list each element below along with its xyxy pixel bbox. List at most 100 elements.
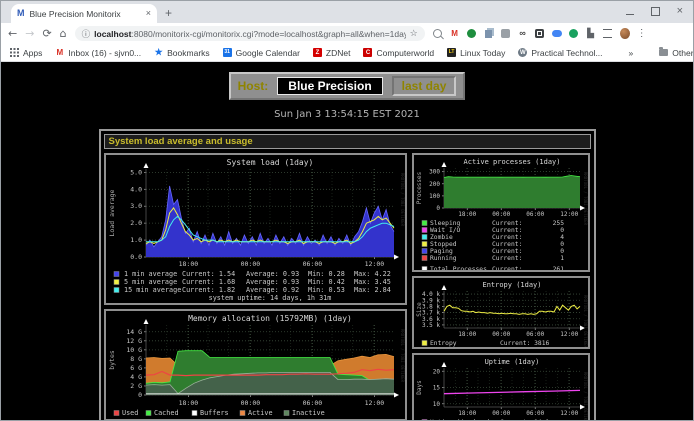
forward-icon[interactable]: → — [25, 27, 35, 40]
bookmark-item-apps[interactable]: Apps — [10, 48, 42, 58]
back-icon[interactable]: ← — [8, 27, 18, 40]
svg-text:0: 0 — [560, 248, 564, 255]
monitorix-page: Host: Blue Precision last day Sun Jan 3 … — [1, 62, 693, 421]
bookmark-item-practical-technology[interactable]: W Practical Technol... — [518, 48, 603, 58]
svg-text:Current:: Current: — [492, 227, 522, 234]
svg-text:255: 255 — [552, 220, 564, 227]
host-value: Blue Precision — [277, 77, 383, 95]
bookmark-item-computerworld[interactable]: C Computerworld — [363, 48, 434, 58]
bookmark-item-linux-today[interactable]: LT Linux Today — [447, 48, 505, 58]
svg-text:12:00: 12:00 — [364, 260, 384, 268]
svg-text:10 G: 10 G — [126, 346, 142, 354]
svg-text:261: 261 — [552, 266, 564, 270]
other-bookmarks-button[interactable]: Other bookmarks — [659, 47, 694, 58]
bookmark-item-zdnet[interactable]: Z ZDNet — [312, 48, 350, 58]
svg-text:Entropy: Entropy — [430, 340, 457, 347]
bookmark-item-inbox[interactable]: M Inbox (16) - sjvn0... — [55, 47, 142, 58]
glasses-extension-icon[interactable]: ∞ — [519, 28, 526, 38]
green-circle-extension-icon[interactable] — [569, 29, 579, 38]
site-info-icon[interactable]: ⓘ — [81, 28, 91, 39]
browser-menu-icon[interactable]: ⋮ — [636, 27, 647, 39]
svg-text:15: 15 — [432, 385, 440, 392]
svg-text:Max: 4.22: Max: 4.22 — [354, 270, 391, 278]
apps-grid-icon — [10, 48, 19, 57]
bookmark-item-google-calendar[interactable]: 31 Google Calendar — [222, 47, 300, 58]
capsule-extension-icon[interactable] — [551, 30, 562, 37]
svg-text:18:00: 18:00 — [458, 331, 476, 338]
svg-text:0: 0 — [436, 205, 440, 212]
svg-text:Current: 1.68: Current: 1.68 — [182, 278, 235, 286]
address-bar[interactable]: ⓘ localhost:8080/monitorix-cgi/monitorix… — [74, 26, 425, 41]
gmail-extension-icon[interactable]: M — [451, 28, 458, 38]
svg-text:Stopped: Stopped — [430, 241, 457, 248]
svg-text:06:00: 06:00 — [302, 260, 322, 268]
home-icon[interactable]: ⌂ — [59, 27, 67, 40]
svg-text:12 G: 12 G — [126, 337, 142, 345]
bookmark-label: Bookmarks — [167, 47, 210, 58]
svg-text:3.7 k: 3.7 k — [421, 310, 439, 317]
entropy-chart[interactable]: 3.5 k 3.6 k 3.7 k 3.8 k 3.9 k 4.0 k Entropy (1… — [411, 276, 590, 349]
browser-toolbar: ← → ⟳ ⌂ ⓘ localhost:8080/monitorix-cgi/m… — [1, 23, 693, 44]
tab-close-icon[interactable]: × — [145, 8, 151, 18]
browser-tab[interactable]: M Blue Precision Monitorix × — [11, 4, 157, 23]
search-extension-icon[interactable] — [433, 29, 443, 38]
svg-text:Min: 0.53: Min: 0.53 — [308, 286, 345, 294]
uptime-chart[interactable]: 10 15 20 Uptime (1day) Days 18:00 00:00 06:00 12… — [411, 353, 590, 421]
svg-text:0: 0 — [560, 241, 564, 248]
svg-text:RRDTOOL / TOBI OETIKER: RRDTOOL / TOBI OETIKER — [400, 173, 405, 227]
svg-text:RRDTOOL / TOBI OETIKER: RRDTOOL / TOBI OETIKER — [583, 372, 588, 421]
report-timestamp: Sun Jan 3 13:54:15 EST 2021 — [274, 109, 420, 120]
wordpress-icon: W — [518, 48, 528, 57]
svg-text:Size: Size — [416, 302, 423, 317]
new-tab-button[interactable]: + — [165, 6, 173, 20]
svg-text:Paging: Paging — [430, 248, 453, 255]
close-icon[interactable]: × — [676, 5, 683, 17]
reading-list-icon[interactable] — [603, 29, 613, 38]
svg-text:Average: 0.93: Average: 0.93 — [246, 278, 299, 286]
extensions-puzzle-icon[interactable]: ▙ — [587, 28, 595, 38]
dark-extension-icon[interactable] — [535, 29, 545, 38]
active-processes-chart[interactable]: 0 100 200 300 Active processes (1day) Process… — [411, 153, 590, 273]
svg-text:Current:: Current: — [492, 220, 522, 227]
svg-text:1: 1 — [560, 255, 564, 262]
svg-text:0: 0 — [138, 391, 142, 399]
bookmark-label: Inbox (16) - sjvn0... — [68, 47, 142, 58]
gray-extension-icon[interactable] — [501, 29, 511, 38]
bookmark-label: Google Calendar — [235, 47, 300, 58]
computerworld-icon: C — [363, 48, 373, 57]
bookmarks-overflow-icon[interactable]: » — [628, 47, 634, 58]
maximize-icon[interactable] — [650, 6, 660, 16]
svg-text:3.0: 3.0 — [130, 202, 142, 210]
bookmarks-bar: Apps M Inbox (16) - sjvn0... ★ Bookmarks… — [1, 44, 693, 62]
system-load-chart[interactable]: 0.0 1.0 2.0 3.0 4.0 5.0 System load (1day) Load… — [103, 153, 407, 305]
svg-text:00:00: 00:00 — [492, 211, 510, 218]
minimize-icon[interactable] — [625, 13, 634, 15]
svg-text:Days: Days — [416, 380, 423, 395]
bookmark-item-bookmarks[interactable]: ★ Bookmarks — [154, 48, 210, 58]
svg-text:RRDTOOL / TOBI OETIKER: RRDTOOL / TOBI OETIKER — [583, 172, 588, 226]
tab-title: Blue Precision Monitorix — [29, 8, 121, 19]
svg-text:15 min average: 15 min average — [124, 286, 181, 294]
svg-text:2.0: 2.0 — [130, 219, 142, 227]
svg-text:100: 100 — [429, 193, 440, 200]
svg-text:Total Processes: Total Processes — [430, 266, 487, 270]
svg-text:Active processes (1day): Active processes (1day) — [463, 158, 560, 166]
svg-text:8 G: 8 G — [130, 355, 142, 363]
profile-avatar[interactable] — [619, 28, 630, 39]
svg-text:Memory allocation (15792MB) (: Memory allocation (15792MB) (1day) — [188, 314, 352, 323]
svg-text:Uptime (in days): Uptime (in days) — [430, 419, 491, 421]
svg-text:3.8 k: 3.8 k — [421, 303, 439, 310]
svg-text:System load (1day): System load (1day) — [226, 158, 313, 167]
svg-text:200: 200 — [429, 181, 440, 188]
svg-text:Current:: Current: — [492, 266, 522, 270]
other-bookmarks-label: Other bookmarks — [672, 47, 694, 58]
svg-text:Wait I/O: Wait I/O — [430, 227, 461, 234]
reload-icon[interactable]: ⟳ — [42, 27, 52, 40]
bookmark-star-icon[interactable]: ☆ — [409, 28, 418, 38]
globe-extension-icon[interactable] — [467, 29, 477, 38]
pages-extension-icon[interactable] — [485, 29, 493, 38]
svg-text:300: 300 — [429, 169, 440, 176]
svg-text:Zombie: Zombie — [430, 234, 453, 241]
